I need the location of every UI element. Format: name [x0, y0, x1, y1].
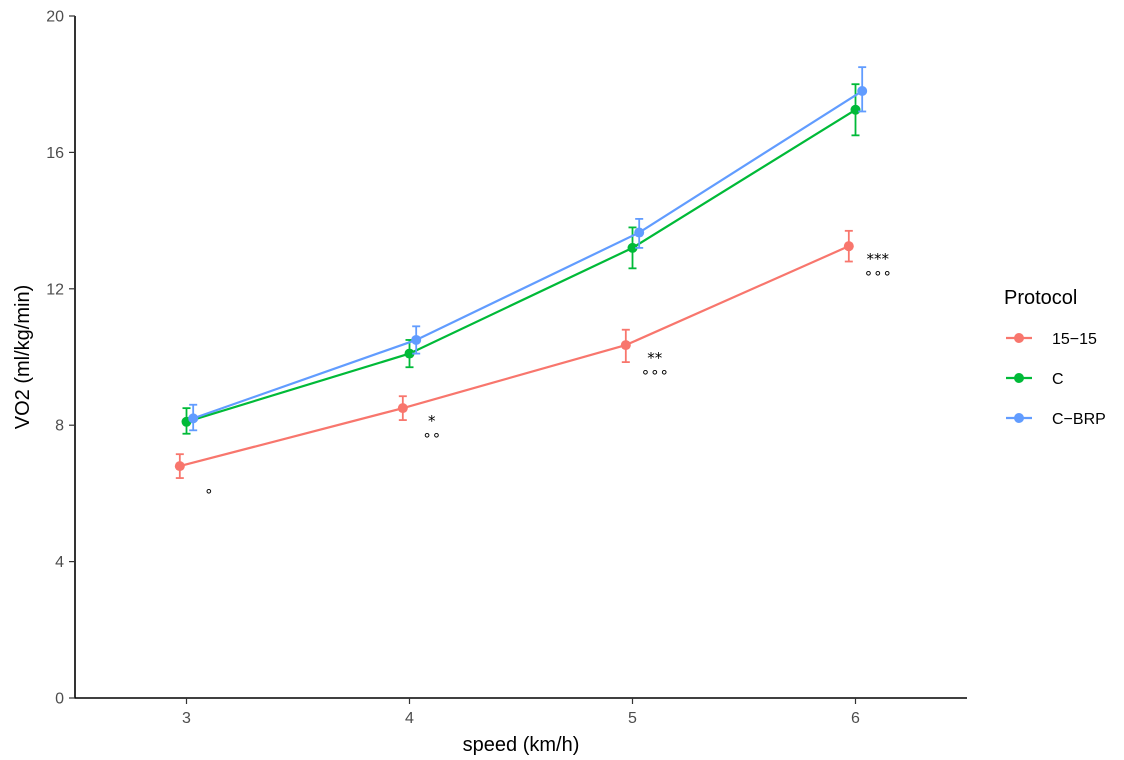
y-tick-label: 0 [55, 691, 64, 708]
x-tick-label: 3 [182, 710, 191, 727]
data-point [857, 86, 868, 97]
y-tick-label: 12 [46, 281, 64, 298]
legend-marker [1014, 413, 1024, 423]
y-tick-label: 8 [55, 418, 64, 435]
series-2 [181, 83, 861, 435]
data-point [620, 340, 631, 351]
legend-label: C [1052, 371, 1064, 388]
y-tick-label: 20 [46, 9, 64, 26]
data-point [843, 241, 854, 252]
y-tick-label: 4 [55, 554, 64, 571]
annotation-text: ∘∘ [422, 426, 441, 444]
data-point [634, 227, 645, 238]
annotation-text: ∘∘∘ [641, 363, 669, 381]
data-point [188, 413, 199, 424]
x-tick-label: 5 [628, 710, 637, 727]
series-3 [188, 66, 868, 432]
significance-annotation: *∘∘ [422, 412, 441, 444]
series-1 [174, 229, 854, 479]
y-axis-title: VO2 (ml/kg/min) [12, 285, 34, 429]
legend-label: 15−15 [1052, 331, 1097, 348]
legend-item: C−BRP [1006, 411, 1106, 428]
significance-annotation: ∘ [204, 482, 213, 500]
annotation-text: * [428, 412, 436, 430]
data-point [397, 403, 408, 414]
legend: Protocol 15−15 C C−BRP [1004, 287, 1106, 428]
legend-item: 15−15 [1006, 331, 1097, 348]
annotation-text: ∘∘∘ [864, 264, 892, 282]
x-tick-label: 4 [405, 710, 414, 727]
data-point [627, 242, 638, 253]
data-point [174, 461, 185, 472]
data-point [850, 104, 861, 115]
plot-area: ∘*∘∘**∘∘∘***∘∘∘ [174, 66, 892, 500]
data-point [411, 334, 422, 345]
series-line [192, 90, 863, 420]
x-tick-label: 6 [851, 710, 860, 727]
legend-marker [1014, 333, 1024, 343]
legend-label: C−BRP [1052, 411, 1106, 428]
data-point [404, 348, 415, 359]
legend-marker [1014, 373, 1024, 383]
y-tick-label: 16 [46, 145, 64, 162]
significance-annotation: ***∘∘∘ [864, 250, 892, 282]
annotation-text: *** [867, 250, 890, 268]
series-line [186, 108, 857, 423]
axes: 0 4 8 12 16 20 3 4 5 6 speed (km/h) VO2 (ml/kg/min) [12, 9, 967, 756]
annotation-text: ** [647, 349, 663, 367]
annotation-text: ∘ [204, 482, 213, 500]
x-axis-title: speed (km/h) [463, 734, 580, 756]
series-line [179, 245, 850, 468]
legend-title: Protocol [1004, 287, 1077, 309]
legend-item: C [1006, 371, 1064, 388]
significance-annotation: **∘∘∘ [641, 349, 669, 381]
